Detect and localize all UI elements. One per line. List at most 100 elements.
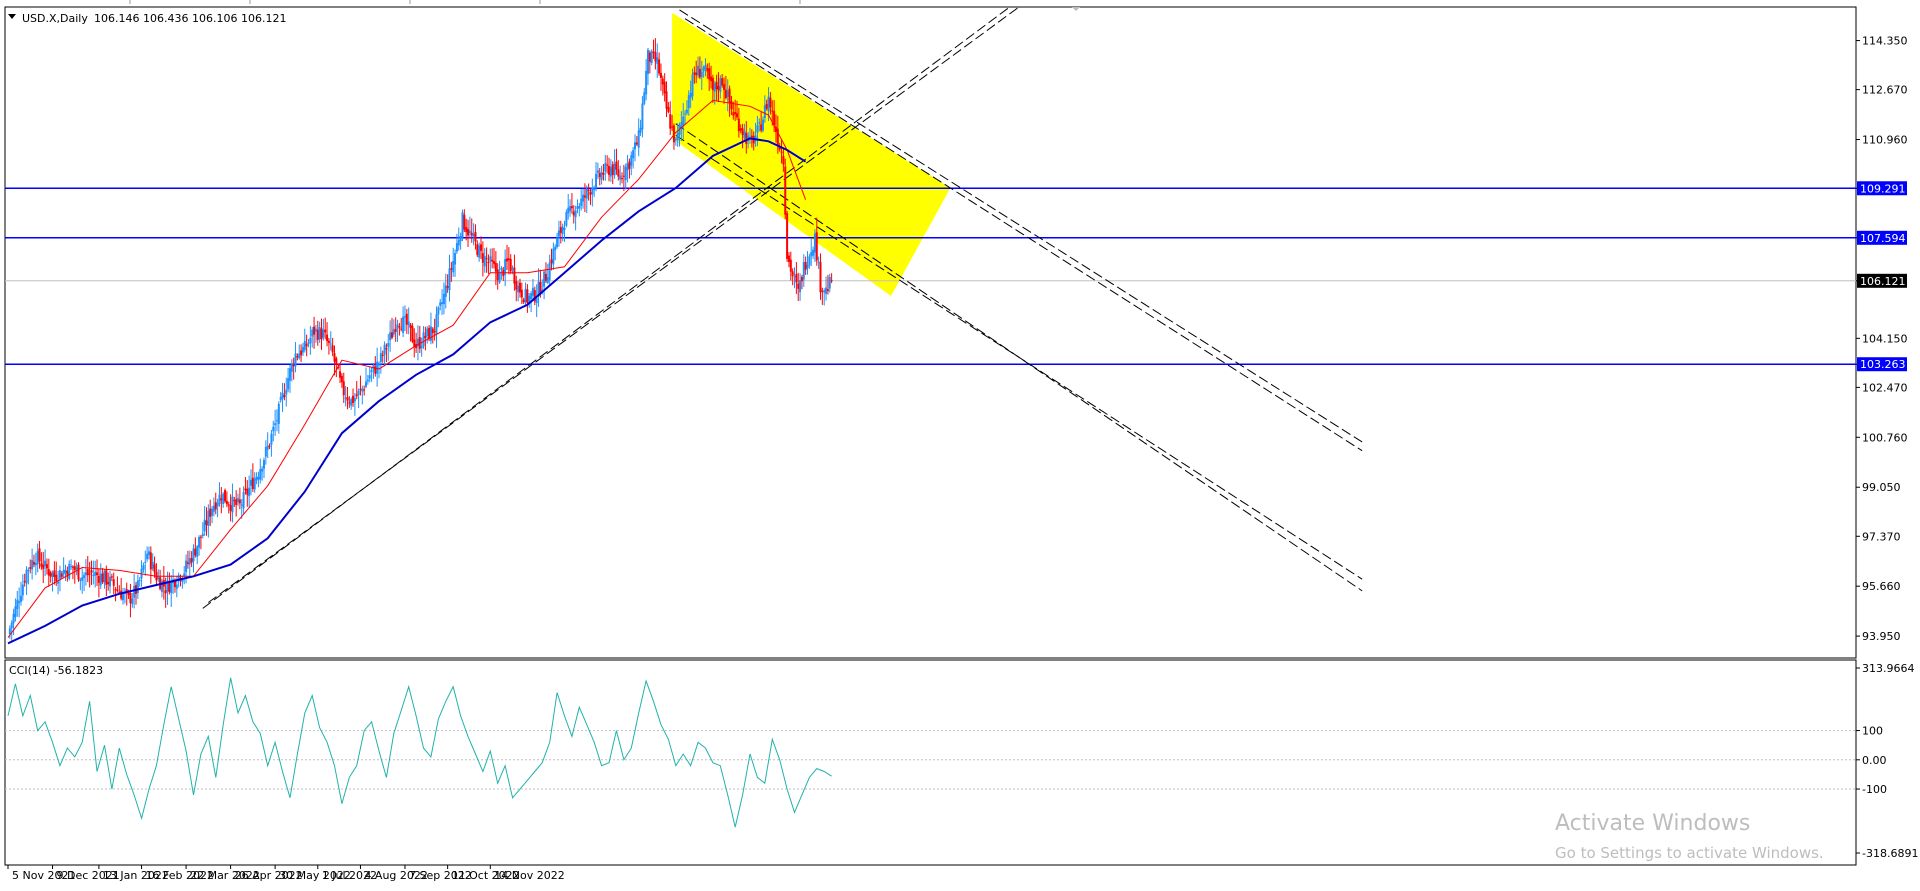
candle-body (70, 566, 73, 568)
candle-body (524, 288, 527, 303)
candle-body (697, 65, 700, 76)
candle-body (84, 572, 87, 576)
candle-body (8, 628, 11, 635)
candle-body (639, 127, 642, 133)
candle-body (31, 560, 34, 570)
candle-body (791, 271, 794, 276)
candle-body (329, 343, 332, 345)
candle-body (64, 569, 67, 574)
candle-body (120, 590, 123, 599)
candle-body (103, 571, 106, 583)
candle-body (383, 344, 386, 355)
candle-body (617, 169, 620, 177)
candle-body (381, 355, 384, 357)
candle-body (552, 248, 555, 265)
candle-body (498, 271, 501, 283)
candle-body (572, 211, 575, 216)
candle-body (654, 52, 657, 62)
candle-body (205, 520, 208, 526)
candle-body (149, 552, 152, 570)
candle-body (676, 133, 679, 141)
candle-body (318, 326, 321, 340)
candle-body (77, 564, 80, 580)
candle-body (628, 161, 631, 169)
candle-body (114, 589, 117, 591)
candle-body (478, 245, 481, 258)
candle-body (487, 262, 490, 264)
candle-body (313, 326, 316, 335)
candle-body (470, 232, 473, 236)
candle-body (518, 282, 521, 293)
candle-body (505, 258, 508, 262)
candle-body (704, 64, 707, 70)
candle-body (23, 581, 26, 583)
candle-body (468, 230, 471, 234)
candle-body (96, 572, 99, 576)
candle-body (476, 244, 479, 255)
cci-tick-label: 100 (1862, 725, 1883, 738)
candle-body (224, 490, 227, 502)
candle-body (212, 505, 215, 512)
candle-body (446, 286, 449, 288)
candle-body (800, 277, 803, 282)
candle-body (220, 498, 223, 501)
candle-body (635, 142, 638, 145)
candle-body (53, 570, 56, 577)
candle-body (238, 499, 241, 504)
candle-body (292, 364, 295, 367)
candle-body (656, 57, 659, 64)
level-price-label: 107.594 (1860, 232, 1906, 245)
candle-body (459, 235, 462, 242)
candle-body (767, 96, 770, 112)
candle-body (678, 125, 681, 135)
candle-body (741, 128, 744, 136)
candle-body (489, 256, 492, 262)
candle-body (732, 112, 735, 116)
candle-body (413, 339, 416, 347)
candle-body (717, 85, 720, 91)
candle-body (431, 328, 434, 334)
candle-body (645, 70, 648, 95)
candle-body (16, 599, 19, 609)
candle-body (255, 476, 258, 481)
candle-body (207, 510, 210, 526)
dropdown-triangle-icon[interactable] (8, 14, 16, 19)
time-tick-label: 13 Jan 2022 (103, 869, 169, 882)
candle-body (693, 72, 696, 75)
candle-body (426, 328, 429, 336)
candle-body (394, 328, 397, 332)
candle-body (47, 569, 50, 576)
candle-body (86, 569, 89, 576)
candle-body (131, 598, 134, 605)
candle-body (112, 579, 115, 586)
candle-body (557, 230, 560, 237)
candle-body (700, 71, 703, 78)
candle-body (769, 97, 772, 108)
candle-body (279, 396, 282, 401)
candle-body (183, 573, 186, 577)
candle-body (537, 281, 540, 297)
candle-body (576, 206, 579, 209)
candle-body (721, 78, 724, 86)
candle-body (14, 606, 17, 618)
candle-body (225, 500, 228, 505)
candle-body (715, 81, 718, 90)
candle-body (294, 353, 297, 367)
candle-body (493, 261, 496, 264)
candle-body (442, 293, 445, 305)
candle-body (813, 233, 816, 253)
candle-body (264, 447, 267, 457)
candle-body (613, 163, 616, 176)
cci-axis: 313.9664 100 0.00 -100 -318.6891 (1856, 662, 1918, 860)
candle-body (125, 589, 128, 592)
candle-body (316, 329, 319, 340)
level-price-label: 103.263 (1860, 358, 1906, 371)
candle-body (582, 194, 585, 202)
indicator-panel-frame (4, 659, 1857, 866)
candle-body (806, 265, 809, 269)
candle-body (142, 565, 145, 570)
candle-body (550, 259, 553, 264)
